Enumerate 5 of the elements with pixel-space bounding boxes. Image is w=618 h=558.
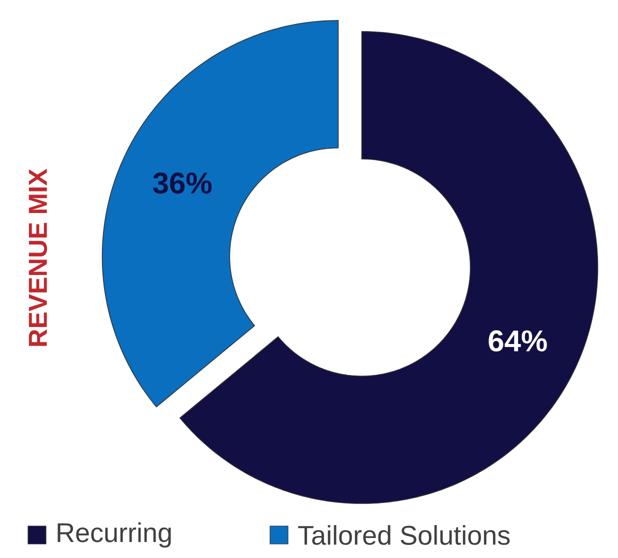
data-label: 36% [153, 172, 212, 194]
data-label: 64% [488, 330, 547, 352]
text: REVENUE MIX [28, 168, 48, 346]
legend-label: Tailored Solutions [298, 525, 510, 545]
legend-label: Recurring [58, 522, 171, 548]
